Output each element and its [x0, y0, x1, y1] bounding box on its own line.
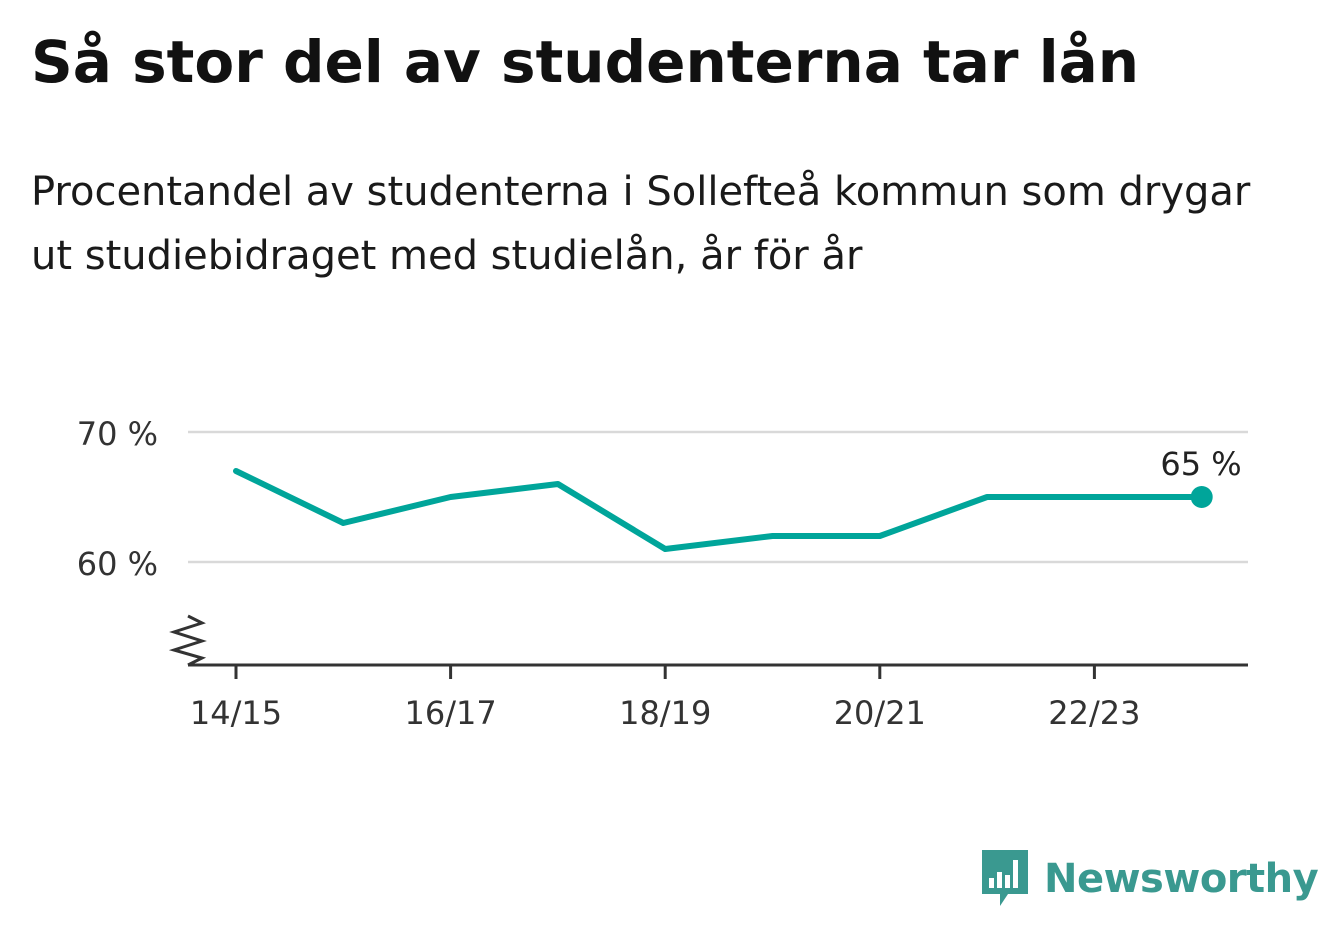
data-point	[1091, 494, 1097, 500]
axis-break-icon	[168, 614, 207, 667]
data-point	[662, 546, 668, 552]
x-tick-label: 14/15	[190, 694, 282, 732]
newsworthy-logo: Newsworthy	[980, 848, 1319, 910]
labels: 60 % 70 % 14/15 16/17 18/19 20/21 22/23 65 %	[77, 415, 1242, 732]
end-point-marker	[1190, 486, 1213, 508]
y-tick-label: 60 %	[77, 545, 158, 583]
data-point	[770, 533, 776, 539]
series-line	[233, 468, 1205, 552]
y-tick-label: 70 %	[77, 415, 158, 453]
end-value-label: 65 %	[1160, 445, 1241, 483]
x-tick-label: 16/17	[404, 694, 496, 732]
chart-title: Så stor del av studenterna tar lån	[31, 28, 1140, 96]
brand-name: Newsworthy	[1044, 856, 1319, 902]
data-point	[877, 533, 883, 539]
data-point	[233, 468, 239, 474]
gridlines	[188, 430, 1248, 564]
axes	[168, 614, 1248, 679]
newsworthy-logo-icon	[982, 850, 1028, 906]
data-point	[555, 481, 561, 487]
data-point	[448, 494, 454, 500]
chart-subtitle: Procentandel av studenterna i Sollefteå …	[31, 169, 1251, 279]
data-point	[984, 494, 990, 500]
x-tick-label: 18/19	[619, 694, 711, 732]
x-tick-label: 22/23	[1048, 694, 1140, 732]
series-layer	[233, 468, 1213, 552]
x-tick-label: 20/21	[834, 694, 926, 732]
data-point	[340, 520, 346, 526]
